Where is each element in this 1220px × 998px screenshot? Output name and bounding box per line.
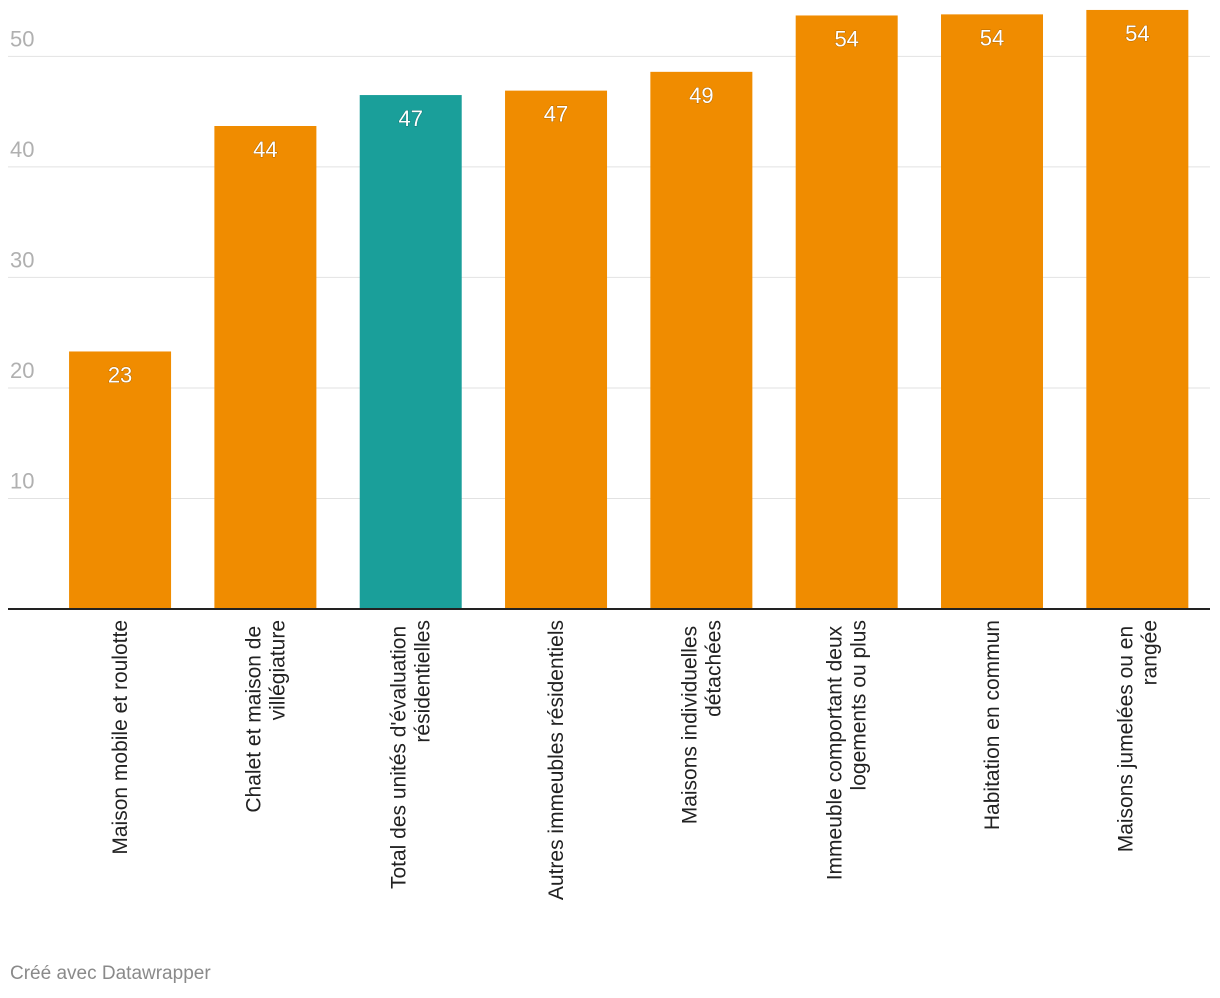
x-tick-label: Maison mobile et roulotte: [109, 620, 132, 855]
x-tick-label-line: Total des unités d'évaluation: [388, 620, 411, 889]
x-tick-label: Habitation en commun: [981, 620, 1004, 830]
value-label: 44: [253, 137, 277, 162]
footer: Créé avec Datawrapper: [10, 963, 211, 984]
value-label: 54: [834, 26, 858, 51]
x-tick-label-line: détachées: [702, 620, 725, 717]
y-tick-label: 50: [10, 26, 34, 51]
y-tick-label: 40: [10, 137, 34, 162]
x-tick-label: Chalet et maison de villégiature: [242, 620, 289, 813]
value-label: 54: [980, 25, 1004, 50]
x-tick-label: Maisons jumelées ou en rangée: [1114, 620, 1161, 852]
x-tick-label: Autres immeubles résidentiels: [545, 620, 568, 900]
bar: [214, 126, 317, 609]
y-tick-label: 10: [10, 468, 34, 493]
bar: [505, 90, 608, 609]
y-tick-label: 30: [10, 247, 34, 272]
y-tick-label: 20: [10, 358, 34, 383]
value-label: 54: [1125, 21, 1149, 46]
value-label: 47: [398, 106, 422, 131]
bar: [795, 15, 898, 609]
value-label: 47: [544, 102, 568, 127]
bar: [650, 71, 753, 609]
x-tick-label: Immeuble comportant deux logements ou pl…: [824, 620, 871, 880]
x-tick-label-line: Maisons individuelles: [678, 620, 701, 824]
x-tick-label-line: résidentielles: [412, 620, 435, 743]
x-tick-label-line: Immeuble comportant deux: [824, 620, 847, 880]
bar: [1086, 9, 1189, 609]
x-tick-label-line: rangée: [1138, 620, 1161, 685]
bar: [941, 14, 1044, 610]
value-label: 49: [689, 83, 713, 108]
bar: [69, 351, 172, 609]
bar: [359, 95, 462, 610]
x-tick-label-line: villégiature: [266, 620, 289, 720]
x-tick-label-line: Maisons jumelées ou en: [1114, 620, 1137, 852]
value-label: 23: [108, 362, 132, 387]
x-tick-label-line: Chalet et maison de: [242, 620, 265, 813]
x-tick-label: Maisons individuelles détachées: [678, 620, 725, 824]
x-tick-label-line: logements ou plus: [848, 620, 871, 790]
x-tick-label: Total des unités d'évaluation résidentie…: [388, 620, 435, 889]
